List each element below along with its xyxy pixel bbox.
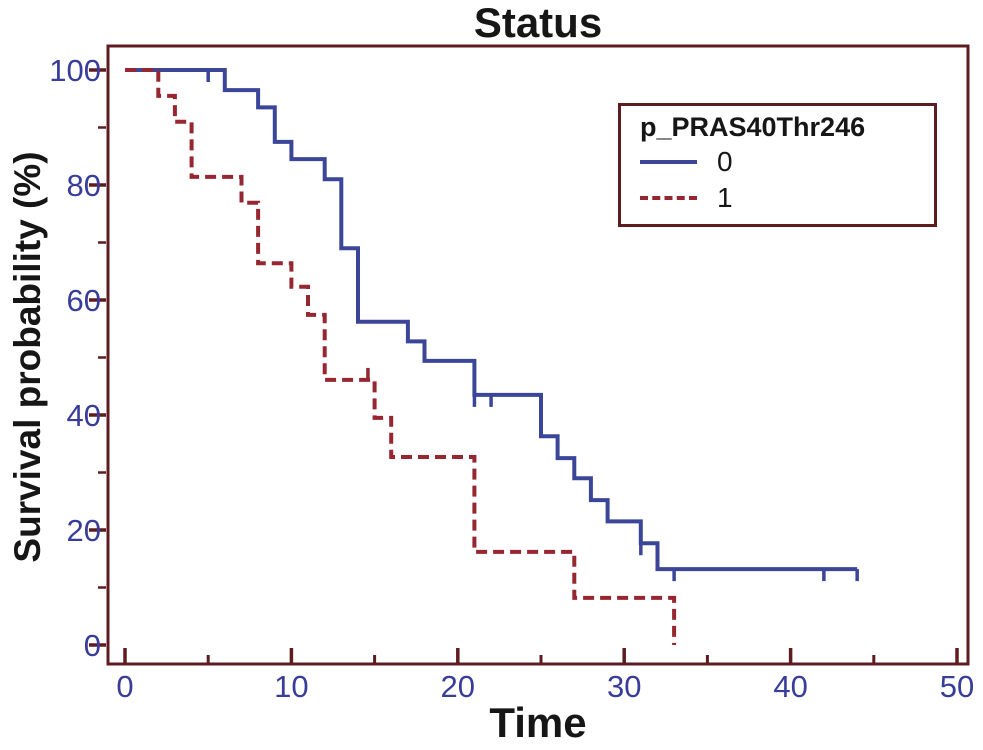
- x-tick-label: 20: [441, 669, 475, 704]
- plot-frame: [106, 44, 970, 666]
- y-tick-label: 80: [67, 168, 101, 203]
- x-tick-label: 10: [274, 669, 308, 704]
- x-tick-label: 50: [940, 669, 974, 704]
- legend-item-label: 0: [717, 146, 733, 177]
- y-tick-label: 100: [49, 53, 101, 88]
- x-tick-label: 30: [607, 669, 641, 704]
- x-tick-label: 40: [773, 669, 807, 704]
- y-tick-label: 20: [67, 513, 101, 548]
- x-tick-label: 0: [116, 669, 133, 704]
- survival-curve-0: [125, 68, 858, 572]
- y-tick-label: 0: [84, 628, 101, 663]
- legend-swatch-solid-line: [640, 160, 697, 164]
- y-axis-title: Survival probability (%): [7, 151, 48, 563]
- y-tick-label: 40: [67, 398, 101, 433]
- x-axis-title: Time: [489, 699, 587, 746]
- legend-title: p_PRAS40Thr246: [640, 112, 866, 142]
- legend-item-0: 0: [640, 144, 934, 180]
- survival-curve-1: [125, 68, 677, 645]
- legend-item-label: 1: [717, 182, 733, 213]
- legend-item-1: 1: [640, 180, 934, 216]
- chart-title: Status: [473, 0, 603, 46]
- legend-box: p_PRAS40Thr246 0 1: [618, 103, 937, 227]
- legend-swatch-dashed-line: [640, 196, 697, 200]
- y-tick-label: 60: [67, 283, 101, 318]
